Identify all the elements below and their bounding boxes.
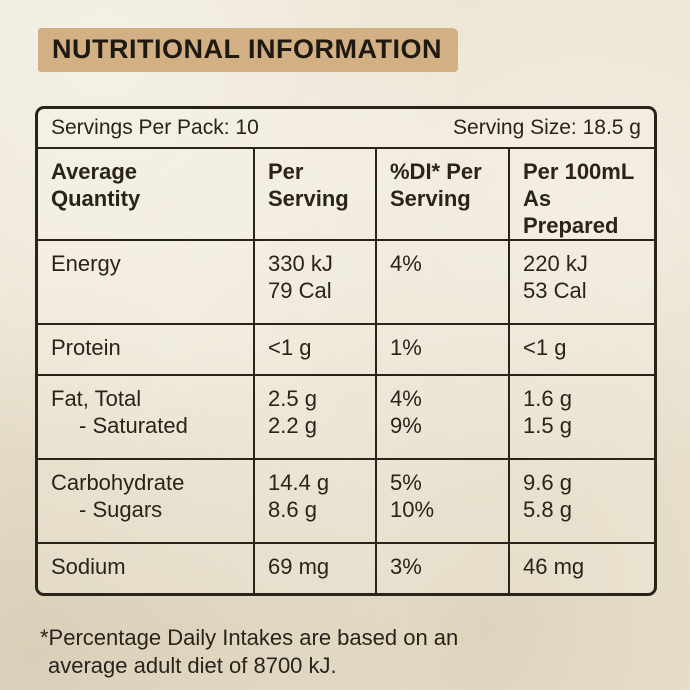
per-serving-cell: 14.4 g 8.6 g — [253, 460, 375, 542]
value-line: 5% — [390, 470, 422, 495]
value-line: 1.6 g — [523, 386, 572, 411]
row-name-cell: Energy — [38, 241, 253, 323]
value-line: 8.6 g — [268, 497, 317, 522]
header-line: Per 100mL — [523, 159, 635, 184]
footnote-line: *Percentage Daily Intakes are based on a… — [40, 625, 459, 650]
value-line: 4% — [390, 386, 422, 411]
value-line: <1 g — [523, 335, 567, 360]
nutrient-name: Protein — [51, 335, 121, 360]
header-average-quantity: Average Quantity — [38, 149, 253, 239]
per-serving-cell: 330 kJ 79 Cal — [253, 241, 375, 323]
di-per-serving-cell: 4% — [375, 241, 508, 323]
value-line: 46 mg — [523, 554, 585, 579]
per-100ml-cell: 1.6 g 1.5 g — [508, 376, 654, 458]
row-name-cell: Fat, Total - Saturated — [38, 376, 253, 458]
title-band: NUTRITIONAL INFORMATION — [38, 28, 458, 72]
header-line: Quantity — [51, 186, 141, 211]
row-name-cell: Carbohydrate - Sugars — [38, 460, 253, 542]
nutrient-subname: - Sugars — [79, 497, 163, 522]
di-per-serving-cell: 3% — [375, 544, 508, 593]
header-line: As Prepared — [523, 186, 619, 238]
value-line: 2.2 g — [268, 413, 317, 438]
table-row-energy: Energy 330 kJ 79 Cal 4% 220 kJ 53 Cal — [38, 239, 654, 323]
value-line: 9% — [390, 413, 422, 438]
header-line: Serving — [390, 186, 471, 211]
value-line: 4% — [390, 251, 422, 276]
value-line: 53 Cal — [523, 278, 587, 303]
header-di-per-serving: %DI* Per Serving — [375, 149, 508, 239]
table-row-protein: Protein <1 g 1% <1 g — [38, 323, 654, 374]
table-row-fat: Fat, Total - Saturated 2.5 g 2.2 g 4% 9%… — [38, 374, 654, 458]
header-line: Average — [51, 159, 138, 184]
per-serving-cell: 2.5 g 2.2 g — [253, 376, 375, 458]
value-line: 10% — [390, 497, 435, 522]
value-line: 220 kJ — [523, 251, 588, 276]
header-line: Serving — [268, 186, 349, 211]
di-per-serving-cell: 4% 9% — [375, 376, 508, 458]
per-serving-cell: <1 g — [253, 325, 375, 374]
per-100ml-cell: 9.6 g 5.8 g — [508, 460, 654, 542]
per-100ml-cell: 46 mg — [508, 544, 654, 593]
header-per-serving: Per Serving — [253, 149, 375, 239]
nutrient-name: Sodium — [51, 554, 126, 579]
header-line: %DI* Per — [390, 159, 482, 184]
page-title: NUTRITIONAL INFORMATION — [52, 34, 442, 64]
di-per-serving-cell: 5% 10% — [375, 460, 508, 542]
nutrient-name: Carbohydrate — [51, 470, 185, 495]
value-line: 1% — [390, 335, 422, 360]
nutrient-name: Fat, Total — [51, 386, 142, 411]
value-line: 2.5 g — [268, 386, 317, 411]
value-line: 330 kJ — [268, 251, 333, 276]
nutrient-name: Energy — [51, 251, 121, 276]
row-name-cell: Protein — [38, 325, 253, 374]
value-line: 69 mg — [268, 554, 330, 579]
footnote: *Percentage Daily Intakes are based on a… — [40, 624, 657, 680]
header-per-100ml: Per 100mL As Prepared — [508, 149, 654, 239]
row-name-cell: Sodium — [38, 544, 253, 593]
value-line: 3% — [390, 554, 422, 579]
header-line: Per — [268, 159, 304, 184]
servings-per-pack: Servings Per Pack: 10 — [51, 116, 259, 139]
per-serving-cell: 69 mg — [253, 544, 375, 593]
di-per-serving-cell: 1% — [375, 325, 508, 374]
per-100ml-cell: <1 g — [508, 325, 654, 374]
serving-size: Serving Size: 18.5 g — [453, 116, 641, 139]
servings-row: Servings Per Pack: 10 Serving Size: 18.5… — [38, 109, 654, 147]
table-row-carbohydrate: Carbohydrate - Sugars 14.4 g 8.6 g 5% 10… — [38, 458, 654, 542]
value-line: 14.4 g — [268, 470, 330, 495]
footnote-line: average adult diet of 8700 kJ. — [48, 653, 337, 678]
value-line: 79 Cal — [268, 278, 332, 303]
nutrition-table: Servings Per Pack: 10 Serving Size: 18.5… — [35, 106, 657, 596]
value-line: 5.8 g — [523, 497, 572, 522]
nutrient-subname: - Saturated — [79, 413, 188, 438]
value-line: 1.5 g — [523, 413, 572, 438]
per-100ml-cell: 220 kJ 53 Cal — [508, 241, 654, 323]
table-row-sodium: Sodium 69 mg 3% 46 mg — [38, 542, 654, 593]
table-header-row: Average Quantity Per Serving %DI* Per Se… — [38, 147, 654, 239]
value-line: <1 g — [268, 335, 312, 360]
value-line: 9.6 g — [523, 470, 572, 495]
